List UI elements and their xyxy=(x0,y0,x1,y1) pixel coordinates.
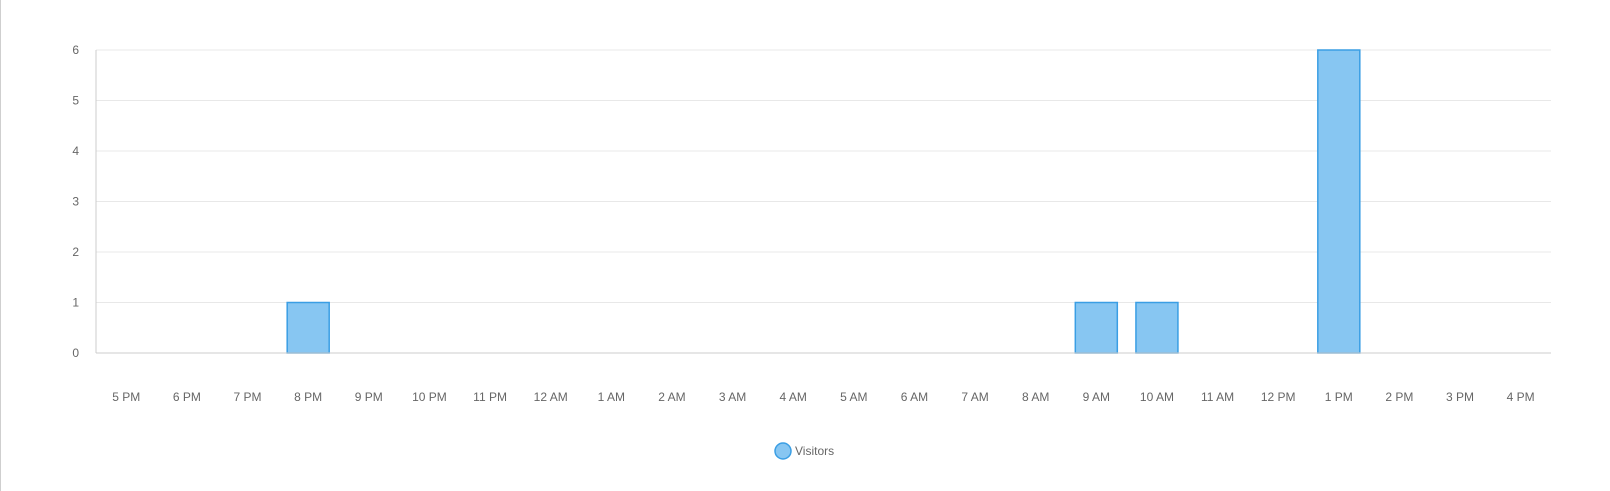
y-tick-label: 2 xyxy=(72,245,79,259)
legend[interactable]: Visitors xyxy=(774,442,834,460)
x-tick-label: 12 AM xyxy=(534,390,568,404)
x-tick-label: 4 PM xyxy=(1507,390,1535,404)
x-tick-label: 5 AM xyxy=(840,390,867,404)
y-tick-label: 3 xyxy=(72,195,79,209)
x-tick-label: 6 AM xyxy=(901,390,928,404)
x-axis-ticks: 5 PM 6 PM 7 PM 8 PM 9 PM 10 PM 11 PM 12 AM 1 AM 2… xyxy=(112,390,1534,404)
x-tick-label: 11 AM xyxy=(1201,390,1234,404)
x-tick-label: 4 AM xyxy=(780,390,807,404)
x-tick-label: 2 PM xyxy=(1385,390,1413,404)
y-tick-label: 5 xyxy=(72,94,79,108)
x-tick-label: 5 PM xyxy=(112,390,140,404)
x-tick-label: 8 PM xyxy=(294,390,322,404)
x-tick-label: 7 PM xyxy=(234,390,262,404)
x-tick-label: 1 AM xyxy=(598,390,625,404)
legend-swatch[interactable] xyxy=(774,442,792,460)
x-tick-label: 10 AM xyxy=(1140,390,1174,404)
bar-8-pm[interactable] xyxy=(286,301,330,354)
x-tick-label: 7 AM xyxy=(961,390,988,404)
bar-9-am[interactable] xyxy=(1074,301,1119,354)
grid-lines xyxy=(96,49,1551,303)
x-tick-label: 6 PM xyxy=(173,390,201,404)
bars xyxy=(286,49,1361,354)
legend-label[interactable]: Visitors xyxy=(795,444,834,458)
x-tick-label: 1 PM xyxy=(1325,390,1353,404)
x-tick-label: 10 PM xyxy=(412,390,447,404)
x-tick-label: 3 AM xyxy=(719,390,746,404)
y-tick-label: 1 xyxy=(72,296,79,310)
y-axis-ticks: 0 1 2 3 4 5 6 xyxy=(72,43,79,360)
x-tick-label: 8 AM xyxy=(1022,390,1049,404)
bar-1-pm[interactable] xyxy=(1317,49,1361,354)
axes xyxy=(95,50,1551,354)
bar-10-am[interactable] xyxy=(1135,301,1179,354)
y-tick-label: 4 xyxy=(72,144,79,158)
y-tick-label: 0 xyxy=(72,346,79,360)
x-tick-label: 9 PM xyxy=(355,390,383,404)
x-tick-label: 12 PM xyxy=(1261,390,1296,404)
x-tick-label: 11 PM xyxy=(473,390,507,404)
x-tick-label: 2 AM xyxy=(658,390,685,404)
x-tick-label: 9 AM xyxy=(1083,390,1110,404)
y-tick-label: 6 xyxy=(72,43,79,57)
x-tick-label: 3 PM xyxy=(1446,390,1474,404)
